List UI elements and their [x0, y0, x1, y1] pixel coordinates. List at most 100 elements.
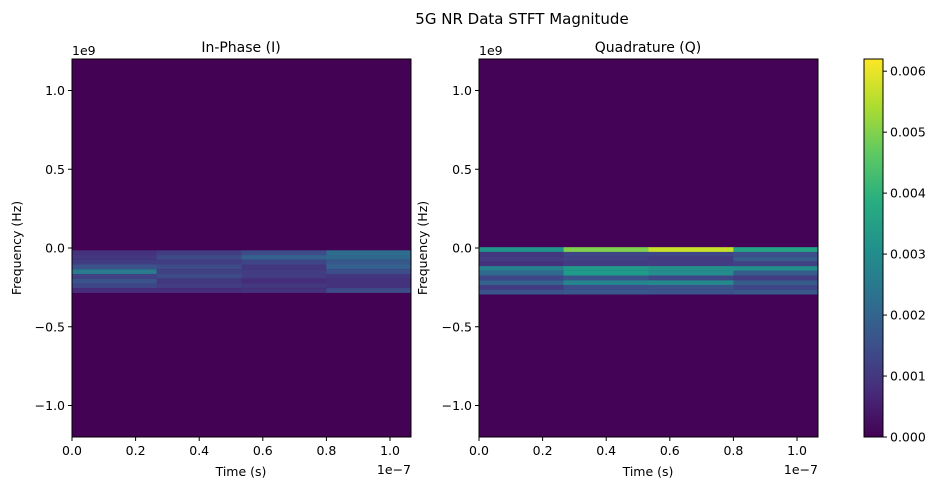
heatmap-cell: [479, 280, 565, 286]
heatmap-cell: [156, 288, 242, 293]
heatmap-background: [72, 59, 411, 437]
y-tick-label: −0.5: [35, 319, 65, 334]
y-tick-label: −1.0: [442, 398, 472, 413]
heatmap-cell: [72, 250, 158, 256]
heatmap-cell: [156, 283, 242, 289]
y-tick-label: 1.0: [452, 83, 472, 98]
heatmap-cell: [648, 256, 734, 262]
heatmap-cell: [648, 266, 734, 271]
heatmap-cell: [72, 283, 158, 289]
panel-quadrature: Quadrature (Q) 0.0 0.2 0.4 0.6 0.8 1.0 1.0 0.5…: [415, 40, 819, 479]
heatmap-cell: [72, 278, 158, 284]
heatmap-cell: [479, 251, 565, 257]
heatmap-cell: [479, 266, 565, 271]
heatmap-cell-background: [72, 59, 411, 437]
x-tick-label: 0.6: [253, 443, 273, 458]
heatmap-cell: [326, 259, 412, 265]
heatmap-cell: [733, 247, 819, 252]
heatmap-cell: [156, 273, 242, 279]
colorbar-tick-label: 0.004: [890, 186, 926, 201]
heatmap-cell: [156, 250, 242, 256]
heatmap-cell: [72, 264, 158, 270]
x-tick-label: 0.8: [316, 443, 336, 458]
heatmap-cell: [563, 266, 649, 271]
colorbar: 0.000 0.001 0.002 0.003 0.004 0.005 0.006: [863, 58, 926, 445]
panel-in-phase: In-Phase (I) 0.0 0.2 0.4 0.6 0.8 1.0 1.0 0.5 0.…: [9, 40, 412, 479]
heatmap-cell: [563, 251, 649, 257]
y-axis-offset-text: 1e9: [72, 43, 96, 58]
y-tick-label: 0.0: [45, 241, 65, 256]
colorbar-ticks: 0.000 0.001 0.002 0.003 0.004 0.005 0.006: [883, 64, 926, 445]
x-tick-label: 0.4: [189, 443, 209, 458]
y-tick-label: 1.0: [45, 83, 65, 98]
heatmap-cell: [241, 255, 327, 260]
heatmap-cell: [326, 269, 412, 275]
heatmap-cell: [563, 270, 649, 276]
y-tick-label: 0.0: [452, 241, 472, 256]
heatmap-cell: [479, 270, 565, 276]
heatmap-cell: [733, 280, 819, 286]
heatmap-cell: [72, 269, 158, 275]
y-axis-offset-text: 1e9: [479, 43, 503, 58]
heatmap-cell: [156, 264, 242, 270]
heatmap-cell: [733, 289, 819, 295]
heatmap-cell: [648, 284, 734, 290]
heatmap-cell: [156, 269, 242, 275]
colorbar-tick-label: 0.002: [890, 308, 926, 323]
x-tick-label: 0.2: [126, 443, 146, 458]
heatmap-cell: [648, 289, 734, 295]
heatmap-cell: [479, 289, 565, 295]
heatmap-cell: [479, 261, 565, 267]
heatmap-cell: [241, 278, 327, 284]
heatmap-cell: [241, 264, 327, 270]
heatmap-cell: [479, 275, 565, 281]
heatmap-cell: [326, 264, 412, 270]
y-tick-label: −1.0: [35, 398, 65, 413]
x-axis-ticks: 0.0 0.2 0.4 0.6 0.8 1.0: [62, 437, 400, 458]
heatmap-cell: [733, 266, 819, 271]
heatmap-cell: [563, 275, 649, 281]
heatmap-cell: [326, 250, 412, 256]
heatmap-cell: [479, 284, 565, 290]
heatmap-cell: [733, 275, 819, 281]
heatmap-bands: [479, 247, 819, 295]
heatmap-cell: [72, 288, 158, 293]
heatmap-cell: [733, 270, 819, 276]
heatmap-cell: [648, 251, 734, 257]
heatmap-cell: [72, 259, 158, 265]
y-tick-label: −0.5: [442, 319, 472, 334]
heatmap-cell: [326, 288, 412, 293]
heatmap-bands: [72, 250, 412, 293]
heatmap-cell: [563, 280, 649, 286]
colorbar-tick-label: 0.005: [890, 125, 926, 140]
x-tick-label: 0.0: [62, 443, 82, 458]
heatmap-cell: [648, 270, 734, 276]
y-axis-ticks: 1.0 0.5 0.0 −0.5 −1.0: [35, 83, 72, 413]
heatmap-cell: [241, 273, 327, 279]
colorbar-tick-label: 0.001: [890, 369, 926, 384]
heatmap-cell: [733, 256, 819, 262]
heatmap-cell: [563, 256, 649, 262]
heatmap-cell: [563, 289, 649, 295]
colorbar-tick-label: 0.003: [890, 247, 926, 262]
heatmap-cell: [72, 273, 158, 279]
heatmap-cell: [648, 280, 734, 286]
x-axis-offset-text: 1e−7: [784, 462, 818, 477]
figure-suptitle: 5G NR Data STFT Magnitude: [415, 10, 628, 28]
y-tick-label: 0.5: [45, 162, 65, 177]
colorbar-gradient: [863, 58, 884, 438]
heatmap-cell: [326, 278, 412, 284]
heatmap-cell: [733, 284, 819, 290]
heatmap-cell: [648, 275, 734, 281]
heatmap-cell: [156, 259, 242, 265]
heatmap-cell: [241, 269, 327, 275]
x-tick-label: 1.0: [380, 443, 400, 458]
heatmap-cell: [648, 247, 734, 252]
panel-title: In-Phase (I): [201, 40, 280, 56]
heatmap-cell: [156, 255, 242, 260]
heatmap-cell: [479, 247, 565, 252]
panel-title: Quadrature (Q): [595, 40, 702, 56]
x-axis-ticks: 0.0 0.2 0.4 0.6 0.8 1.0: [469, 437, 807, 458]
heatmap-cell: [563, 247, 649, 252]
